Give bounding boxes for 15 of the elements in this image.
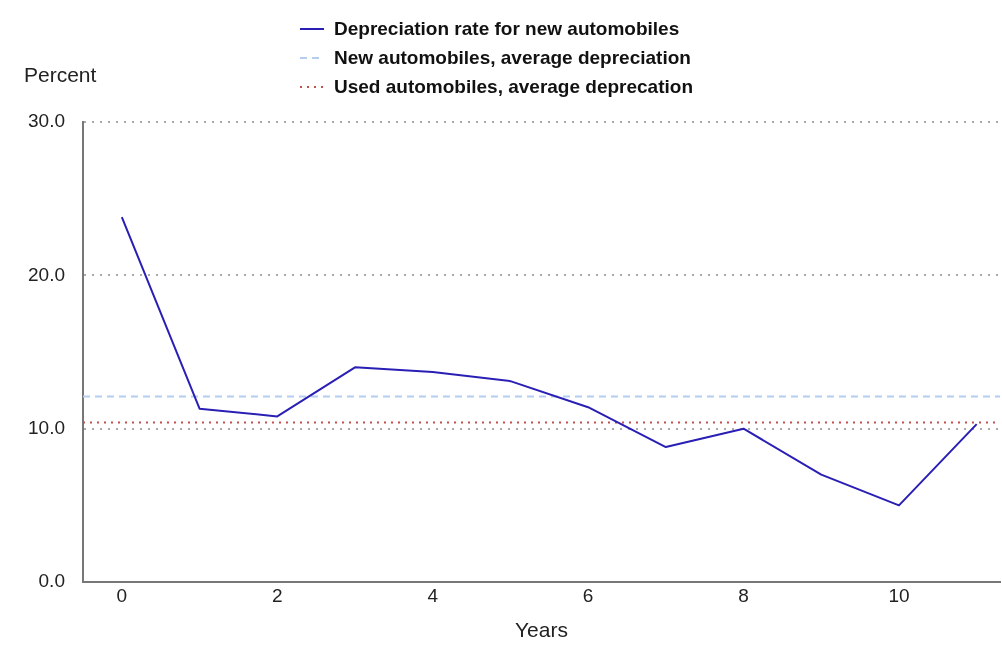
y-tick-label: 0.0 [38, 570, 65, 592]
y-tick-label: 30.0 [28, 110, 65, 132]
x-tick-label: 6 [582, 584, 594, 606]
x-tick-label: 10 [888, 584, 910, 606]
x-tick-label: 4 [427, 584, 439, 606]
legend-label: Depreciation rate for new automobiles [334, 17, 680, 40]
x-tick-label: 0 [116, 584, 128, 606]
x-tick-label: 2 [271, 584, 283, 606]
y-axis-title: Percent [24, 63, 97, 86]
y-tick-label: 20.0 [28, 263, 65, 285]
x-axis-title: Years [515, 618, 568, 642]
x-tick-label: 8 [738, 584, 749, 606]
legend-label: Used automobiles, average deprecation [334, 75, 694, 98]
legend-label: New automobiles, average depreciation [334, 46, 691, 69]
y-tick-label: 10.0 [28, 416, 65, 438]
